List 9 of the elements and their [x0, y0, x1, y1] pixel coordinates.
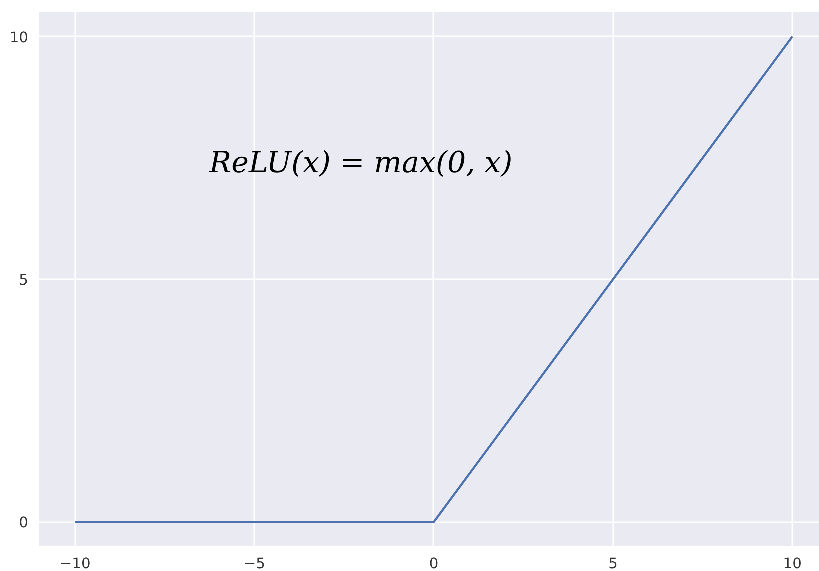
x-tick-label: 5	[608, 556, 618, 571]
x-tick-label: 0	[429, 556, 439, 571]
y-tick-label: 0	[19, 514, 29, 532]
annotation: ReLU(x) = max(0, x)	[208, 146, 513, 180]
y-tick-label: 5	[19, 272, 29, 289]
x-tick-label: −5	[244, 556, 266, 571]
x-tick-label: 10	[783, 556, 802, 571]
x-tick-label: −10	[60, 556, 91, 571]
y-tick-label: 10	[10, 29, 29, 46]
